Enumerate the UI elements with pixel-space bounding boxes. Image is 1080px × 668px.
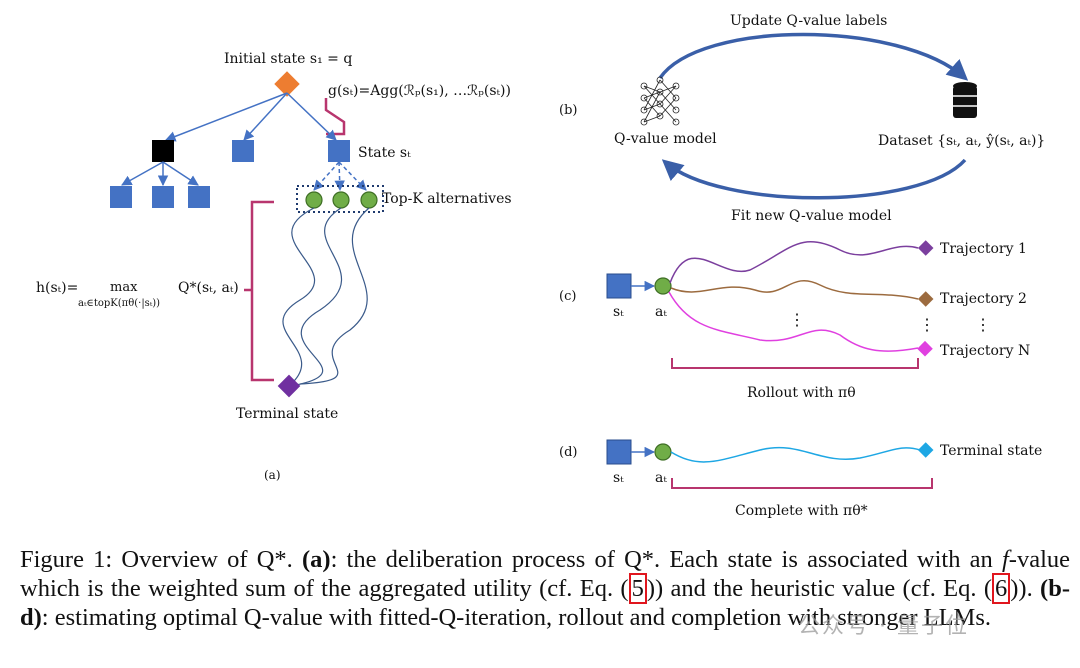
ellipsis-label: ⋮ bbox=[975, 315, 991, 334]
trajectory-2-label: Trajectory 2 bbox=[940, 291, 1027, 307]
rollout-path bbox=[282, 207, 315, 386]
caption-text: -value which is the weighted sum of the … bbox=[20, 546, 1071, 602]
rollout-path bbox=[299, 207, 370, 385]
rollout-bracket bbox=[671, 358, 919, 369]
update-arrow bbox=[658, 32, 969, 81]
edge bbox=[121, 161, 164, 186]
dataset-label: Dataset {sₜ, aₜ, ŷ(sₜ, aₜ)} bbox=[878, 132, 1045, 149]
database-icon bbox=[953, 82, 977, 118]
figure-caption: Figure 1: Overview of Q*. (a): the delib… bbox=[20, 545, 1070, 632]
action-node bbox=[654, 277, 672, 295]
panel-b: Update Q-value labels (b) Q-value model … bbox=[559, 13, 1045, 224]
edge bbox=[165, 92, 288, 142]
complete-bracket bbox=[671, 478, 933, 489]
trajectory-n-end bbox=[917, 340, 933, 357]
h-formula-sub: aₜ∈topK(πθ(·|sₜ)) bbox=[78, 298, 160, 309]
update-label: Update Q-value labels bbox=[730, 13, 887, 29]
at-label: aₜ bbox=[655, 304, 667, 320]
state-node bbox=[232, 140, 254, 162]
caption-text: : estimating optimal Q-value with fitted… bbox=[41, 604, 991, 631]
topk-label: Top-K alternatives bbox=[382, 191, 512, 207]
edge bbox=[243, 92, 288, 141]
action-node bbox=[654, 443, 672, 461]
action-node bbox=[360, 191, 378, 209]
root-node bbox=[274, 71, 300, 97]
trajectory-1-label: Trajectory 1 bbox=[940, 241, 1027, 257]
action-node bbox=[332, 191, 350, 209]
fit-arrow bbox=[661, 158, 967, 200]
expanded-node bbox=[152, 140, 174, 162]
panel-a: Initial state s₁ = q g(sₜ)=Agg(ℛₚ(s₁), …… bbox=[36, 51, 512, 482]
state-st-node bbox=[328, 140, 350, 162]
h-bracket bbox=[244, 200, 274, 382]
caption-italic-f: f bbox=[1001, 546, 1009, 573]
state-st-label: State sₜ bbox=[358, 145, 411, 161]
edge bbox=[162, 161, 199, 186]
action-node bbox=[305, 191, 323, 209]
at-label: aₜ bbox=[655, 470, 667, 486]
panel-d-tag: (d) bbox=[559, 445, 577, 460]
rollout-label: Rollout with πθ bbox=[747, 385, 856, 401]
figure-canvas: Initial state s₁ = q g(sₜ)=Agg(ℛₚ(s₁), …… bbox=[36, 13, 1045, 519]
terminal-state-label: Terminal state bbox=[236, 406, 338, 422]
st-label: sₜ bbox=[613, 304, 624, 320]
child-node bbox=[188, 186, 210, 208]
trajectory-2-path bbox=[670, 279, 919, 300]
caption-text: )) and the heuristic value (cf. Eq. ( bbox=[646, 575, 993, 602]
completion-path bbox=[670, 446, 921, 463]
trajectory-n-label: Trajectory N bbox=[940, 343, 1030, 359]
state-st-node bbox=[606, 273, 632, 299]
caption-bold-bd: (b-d) bbox=[20, 575, 1070, 631]
panel-b-tag: (b) bbox=[559, 103, 577, 118]
watermark: 公众号 · 量子位 bbox=[798, 614, 969, 639]
caption-text: : the deliberation process of Q*. Each s… bbox=[330, 546, 1002, 573]
ellipsis-end: ⋮ bbox=[919, 315, 935, 334]
equation-ref-link[interactable]: 5 bbox=[628, 573, 647, 604]
neural-network-icon bbox=[640, 76, 680, 126]
state-st-node bbox=[606, 439, 632, 465]
terminal-node bbox=[917, 442, 934, 458]
complete-label: Complete with πθ* bbox=[735, 503, 868, 519]
g-formula: g(sₜ)=Agg(ℛₚ(s₁), …ℛₚ(sₜ)) bbox=[328, 83, 511, 99]
q-model-label: Q-value model bbox=[614, 131, 717, 147]
terminal-node bbox=[277, 374, 301, 398]
terminal-state-label: Terminal state bbox=[940, 443, 1042, 459]
ellipsis-mid: ⋮ bbox=[789, 310, 805, 329]
trajectory-2-end bbox=[917, 291, 934, 307]
g-bracket bbox=[324, 98, 346, 136]
topk-box bbox=[296, 185, 384, 213]
fit-label: Fit new Q-value model bbox=[731, 208, 892, 224]
caption-text: Figure 1: Overview of Q*. bbox=[20, 546, 302, 573]
panel-a-tag: (a) bbox=[264, 468, 281, 482]
edge bbox=[286, 92, 337, 141]
initial-state-label: Initial state s₁ = q bbox=[224, 51, 352, 67]
h-formula-max: max bbox=[110, 280, 138, 295]
rollout-path bbox=[295, 207, 343, 386]
caption-text: )). bbox=[1010, 575, 1041, 602]
panel-c: (c) sₜ aₜ Trajectory 1 Trajectory 2 Traj… bbox=[559, 240, 1030, 401]
child-node bbox=[152, 186, 174, 208]
panel-c-tag: (c) bbox=[559, 289, 576, 304]
child-node bbox=[110, 186, 132, 208]
st-label: sₜ bbox=[613, 470, 624, 486]
trajectory-1-path bbox=[669, 241, 919, 284]
h-formula-right: Q*(sₜ, aₜ) bbox=[178, 280, 239, 296]
caption-bold-a: (a) bbox=[302, 546, 331, 573]
trajectory-n-path bbox=[668, 291, 919, 352]
equation-ref-link[interactable]: 6 bbox=[992, 573, 1011, 604]
trajectory-1-end bbox=[917, 240, 934, 256]
dashed-edge bbox=[334, 161, 345, 192]
panel-d: (d) sₜ aₜ Terminal state Complete with π… bbox=[559, 439, 1042, 519]
h-formula-left: h(sₜ)= bbox=[36, 280, 78, 296]
